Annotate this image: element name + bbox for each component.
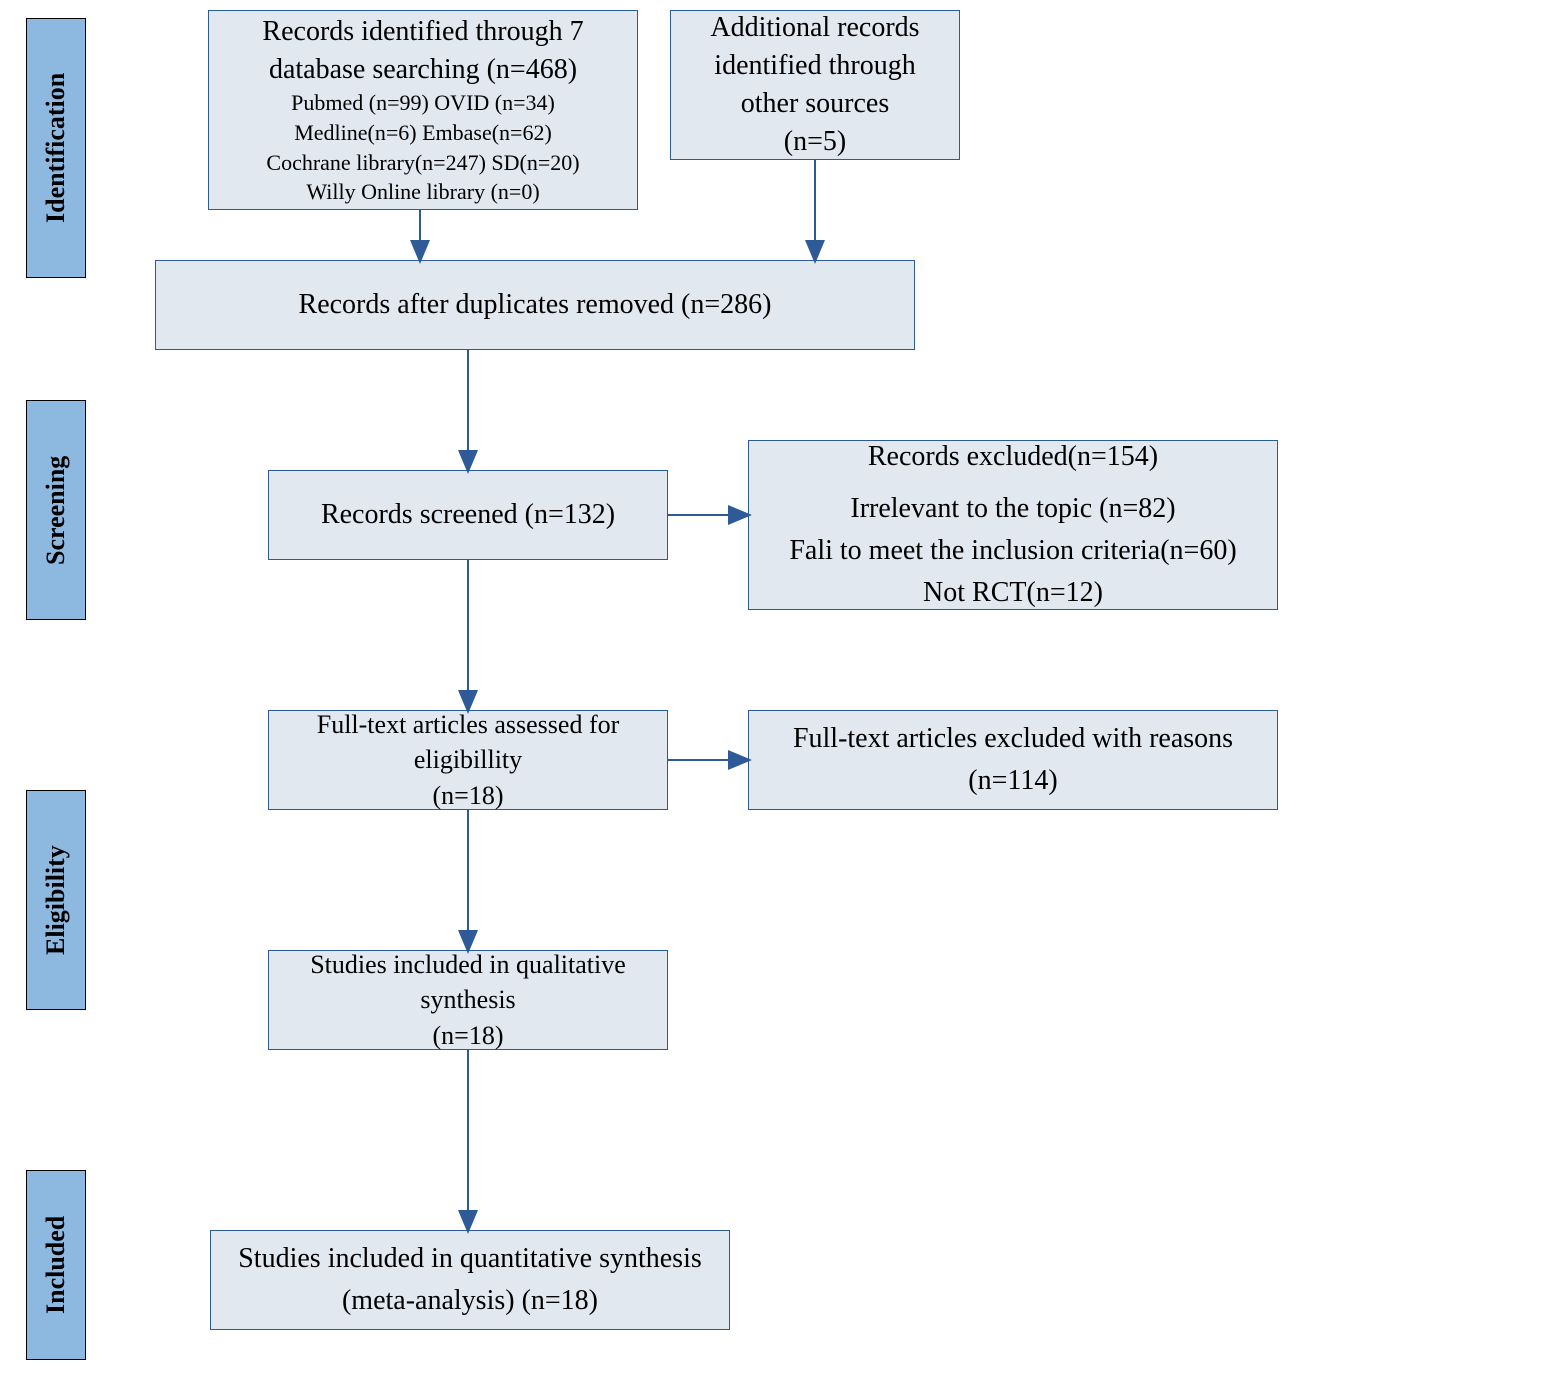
box-records-excluded: Records excluded(n=154) Irrelevant to th…	[748, 440, 1278, 610]
box-qualitative: Studies included in qualitative synthesi…	[268, 950, 668, 1050]
db-search-sub4: Willy Online library (n=0)	[306, 177, 539, 207]
db-search-sub1: Pubmed (n=99) OVID (n=34)	[291, 88, 555, 118]
fulltext-excluded-l1: Full-text articles excluded with reasons	[793, 718, 1233, 760]
stage-label-text: Screening	[41, 455, 71, 564]
db-search-sub2: Medline(n=6) Embase(n=62)	[294, 118, 552, 148]
other-sources-l1: Additional records	[710, 9, 919, 47]
db-search-title: Records identified through 7 database se…	[221, 13, 625, 89]
stage-eligibility: Eligibility	[26, 790, 86, 1010]
other-sources-l4: (n=5)	[784, 123, 846, 161]
quantitative-l2: (meta-analysis) (n=18)	[342, 1280, 598, 1322]
stage-identification: Identification	[26, 18, 86, 278]
box-fulltext-excluded: Full-text articles excluded with reasons…	[748, 710, 1278, 810]
fulltext-excluded-l2: (n=114)	[968, 760, 1057, 802]
stage-label-text: Identification	[41, 73, 71, 223]
excluded-l2: Irrelevant to the topic (n=82)	[850, 488, 1175, 530]
db-search-sub3: Cochrane library(n=247) SD(n=20)	[266, 148, 579, 178]
box-fulltext-assessed: Full-text articles assessed for eligibil…	[268, 710, 668, 810]
qualitative-l2: (n=18)	[433, 1018, 504, 1053]
stage-label-text: Included	[41, 1216, 71, 1314]
box-other-sources: Additional records identified through ot…	[670, 10, 960, 160]
excluded-l3: Fali to meet the inclusion criteria(n=60…	[789, 530, 1236, 572]
excluded-l1: Records excluded(n=154)	[868, 436, 1158, 478]
box-db-search: Records identified through 7 database se…	[208, 10, 638, 210]
stage-included: Included	[26, 1170, 86, 1360]
box-records-screened: Records screened (n=132)	[268, 470, 668, 560]
box-after-duplicates: Records after duplicates removed (n=286)	[155, 260, 915, 350]
excluded-l4: Not RCT(n=12)	[923, 572, 1103, 614]
quantitative-l1: Studies included in quantitative synthes…	[238, 1238, 702, 1280]
other-sources-l2: identified through	[714, 47, 915, 85]
stage-label-text: Eligibility	[41, 845, 71, 955]
box-quantitative: Studies included in quantitative synthes…	[210, 1230, 730, 1330]
stage-screening: Screening	[26, 400, 86, 620]
screened-text: Records screened (n=132)	[321, 494, 615, 536]
fulltext-assessed-l2: (n=18)	[433, 778, 504, 813]
fulltext-assessed-l1: Full-text articles assessed for eligibil…	[281, 707, 655, 777]
qualitative-l1: Studies included in qualitative synthesi…	[281, 947, 655, 1017]
other-sources-l3: other sources	[741, 85, 890, 123]
after-dup-text: Records after duplicates removed (n=286)	[299, 284, 772, 326]
